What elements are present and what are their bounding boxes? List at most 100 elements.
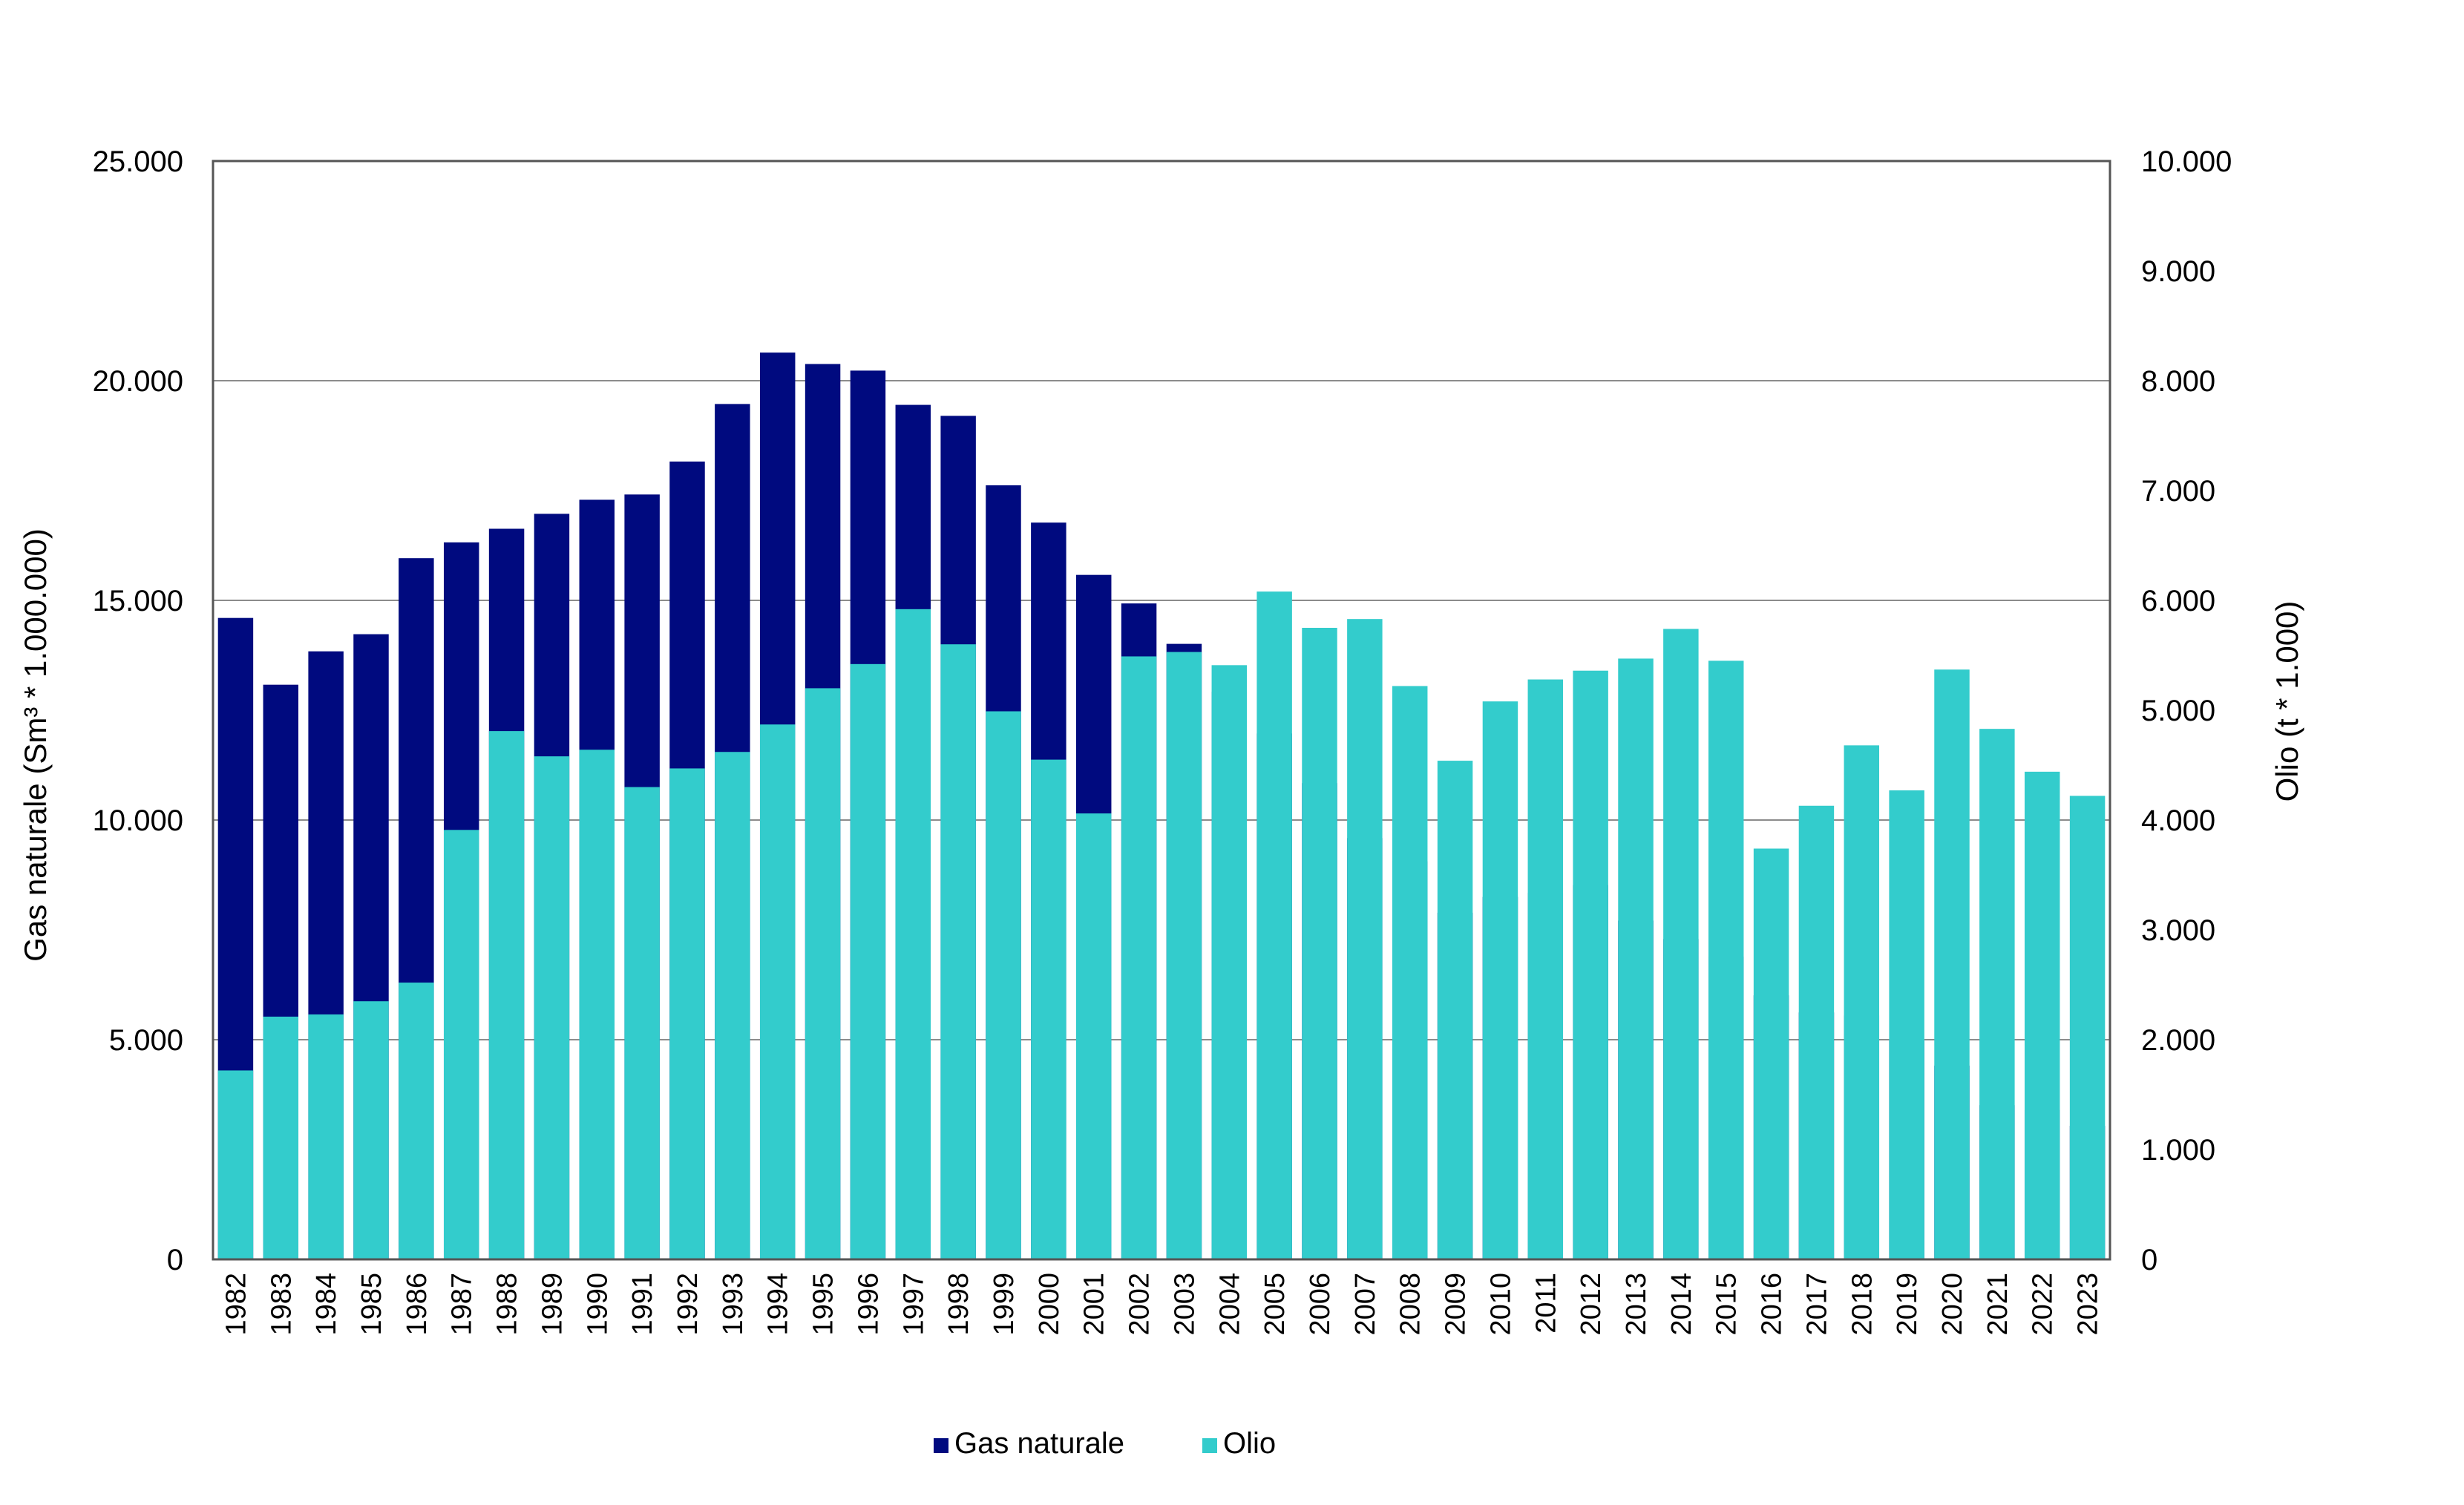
bar-olio-1994 (759, 724, 796, 1259)
right-tick-label: 8.000 (2141, 365, 2215, 398)
right-tick-label: 9.000 (2141, 255, 2215, 288)
x-tick-label: 1986 (402, 1273, 433, 1336)
x-tick-label: 1994 (763, 1273, 794, 1336)
x-tick-label: 1995 (808, 1273, 839, 1336)
bar-olio-2001 (1075, 813, 1112, 1259)
bar-olio-2014 (1663, 629, 1699, 1259)
right-tick-label: 5.000 (2141, 695, 2215, 727)
bar-olio-1986 (399, 983, 434, 1259)
x-tick-label: 1985 (356, 1273, 387, 1336)
bars (217, 353, 2106, 1259)
x-tick-label: 2021 (1982, 1273, 2014, 1336)
x-tick-label: 1991 (627, 1273, 658, 1336)
x-tick-label: 1992 (672, 1273, 704, 1336)
right-tick-label: 3.000 (2141, 914, 2215, 947)
bar-olio-2013 (1618, 658, 1654, 1259)
x-tick-label: 2006 (1305, 1273, 1336, 1336)
x-tick-label: 2000 (1034, 1273, 1065, 1336)
x-tick-label: 2016 (1757, 1273, 1788, 1336)
bar-olio-1984 (308, 1014, 344, 1259)
x-tick-label: 2002 (1124, 1273, 1156, 1336)
bar-olio-1988 (488, 731, 525, 1259)
left-axis-label: Gas naturale (Sm³ * 1.000.000) (18, 528, 53, 962)
bar-olio-1995 (805, 688, 841, 1259)
x-tick-label: 1987 (447, 1273, 478, 1336)
left-tick-label: 15.000 (93, 585, 183, 617)
x-tick-label: 1983 (266, 1273, 297, 1336)
left-tick-label: 25.000 (93, 145, 183, 178)
bar-olio-1989 (534, 756, 570, 1259)
legend-swatch (1202, 1438, 1217, 1453)
bar-olio-1999 (986, 711, 1021, 1259)
x-tick-label: 1996 (853, 1273, 884, 1336)
right-tick-label: 7.000 (2141, 475, 2215, 508)
x-tick-label: 2010 (1485, 1273, 1516, 1336)
bar-olio-1982 (217, 1070, 254, 1259)
bar-olio-1987 (443, 830, 479, 1259)
x-tick-label: 1988 (492, 1273, 523, 1336)
left-tick-label: 10.000 (93, 804, 183, 837)
left-tick-label: 0 (167, 1244, 183, 1276)
x-tick-label: 1993 (718, 1273, 749, 1336)
legend: Gas naturale Olio (934, 1427, 1276, 1460)
x-tick-label: 2004 (1214, 1273, 1245, 1336)
x-tick-label: 1984 (311, 1273, 342, 1336)
x-tick-label: 2020 (1937, 1273, 1968, 1336)
bar-olio-1998 (940, 644, 976, 1259)
left-tick-label: 20.000 (93, 365, 183, 398)
bar-olio-2002 (1121, 656, 1157, 1259)
x-tick-label: 2008 (1395, 1273, 1426, 1336)
x-tick-label: 2001 (1079, 1273, 1110, 1336)
x-tick-label: 1982 (220, 1273, 252, 1336)
bar-olio-2006 (1302, 628, 1337, 1259)
bar-olio-2003 (1166, 652, 1202, 1259)
right-tick-label: 2.000 (2141, 1024, 2215, 1057)
bar-olio-2004 (1211, 665, 1248, 1259)
bar-olio-2000 (1031, 759, 1066, 1259)
x-tick-label: 2007 (1350, 1273, 1381, 1336)
x-tick-label: 1989 (537, 1273, 568, 1336)
left-tick-labels: 0 5.000 10.000 15.000 20.000 25.000 (93, 145, 183, 1276)
bar-olio-1983 (263, 1016, 299, 1259)
x-tick-label: 2012 (1576, 1273, 1607, 1336)
axes (212, 160, 2111, 1261)
bar-olio-1985 (353, 1001, 389, 1259)
bar-olio-1996 (850, 663, 886, 1259)
right-axis-label: Olio (t * 1.000) (2270, 601, 2304, 802)
x-tick-label: 2011 (1530, 1273, 1562, 1334)
bar-olio-2020 (1934, 669, 1970, 1259)
legend-label: Gas naturale (954, 1427, 1124, 1460)
right-tick-label: 6.000 (2141, 585, 2215, 617)
x-tick-label: 2009 (1441, 1273, 1472, 1336)
bar-olio-2016 (1753, 848, 1789, 1259)
x-tick-label: 2014 (1666, 1273, 1697, 1336)
bar-olio-2007 (1347, 619, 1383, 1259)
right-tick-labels: 0 1.000 2.000 3.000 4.000 5.000 6.000 7.000 8.00… (2141, 145, 2232, 1276)
bar-olio-2012 (1573, 670, 1608, 1259)
bar-olio-2011 (1527, 679, 1564, 1259)
x-tick-label: 1998 (943, 1273, 974, 1336)
x-tick-label: 1997 (898, 1273, 929, 1336)
bar-olio-2021 (1979, 729, 2015, 1259)
bar-olio-2023 (2069, 796, 2106, 1259)
bar-olio-1991 (624, 787, 660, 1259)
x-tick-label: 2022 (2028, 1273, 2059, 1336)
bar-olio-1992 (669, 768, 705, 1259)
plot-border (212, 160, 2111, 1261)
x-tick-label: 2015 (1711, 1273, 1743, 1336)
bar-olio-2017 (1798, 805, 1835, 1259)
x-tick-label: 2023 (2073, 1273, 2104, 1336)
bar-olio-2008 (1392, 686, 1428, 1259)
x-tick-label: 1999 (989, 1273, 1020, 1336)
bar-olio-2005 (1256, 591, 1292, 1259)
right-tick-label: 1.000 (2141, 1134, 2215, 1167)
bar-olio-2022 (2024, 771, 2060, 1259)
bar-olio-2019 (1889, 790, 1924, 1259)
right-tick-label: 4.000 (2141, 804, 2215, 837)
bar-olio-1993 (715, 752, 750, 1259)
x-tick-label: 2013 (1621, 1273, 1652, 1336)
bar-olio-2015 (1708, 660, 1744, 1259)
bar-olio-1990 (579, 750, 615, 1259)
